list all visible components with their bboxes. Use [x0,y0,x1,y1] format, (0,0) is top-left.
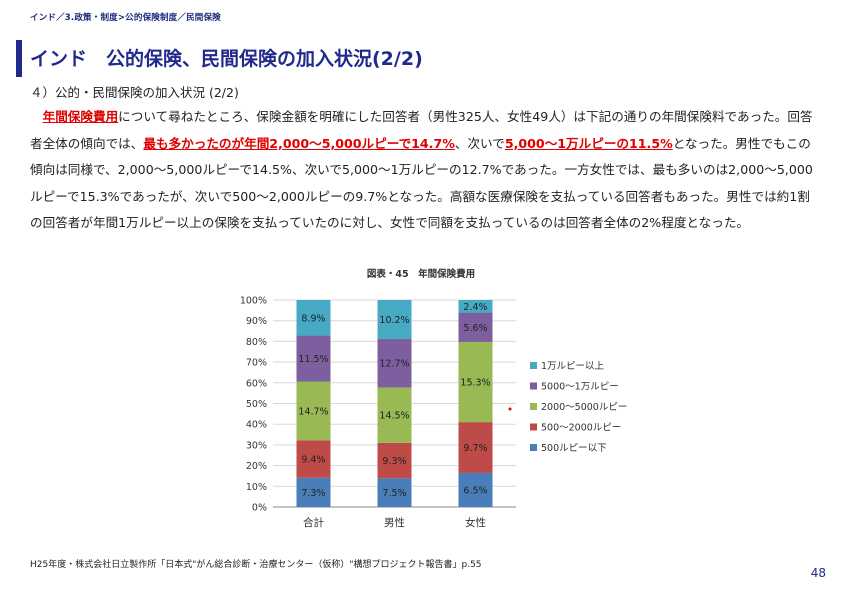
data-label: 9.3% [382,456,406,467]
para-indent [30,109,43,124]
legend-swatch [530,403,537,410]
chart-title: 図表・45 年間保険費用 [366,269,476,280]
y-tick-label: 90% [246,316,267,327]
legend-label: 2000～5000ルピー [541,402,627,413]
bar-segment [377,478,412,507]
bar-segment [458,300,493,313]
data-label: 12.7% [379,359,409,370]
x-category-label: 男性 [384,516,405,529]
y-tick-label: 60% [246,378,267,389]
legend-swatch [530,444,537,451]
y-tick-label: 10% [246,482,267,493]
data-label: 9.7% [463,443,487,454]
highlight-second-common: 5,000～1万ルピーの11.5% [504,135,673,151]
bar-segment [377,338,412,388]
legend-label: 1万ルピー以上 [541,361,605,372]
x-category-label: 女性 [465,516,486,529]
data-label: 10.2% [379,315,409,326]
legend-swatch [530,362,537,369]
data-label: 14.7% [298,406,328,417]
bar-segment [458,472,493,507]
bar-segment [377,300,412,339]
bar-segment [458,422,493,473]
data-label: 7.5% [382,488,406,499]
para-text-1: について尋ねたところ、保険金額を明確にした回答者（男性325人、女性49人）は下… [30,109,813,151]
data-label: 14.5% [379,411,409,422]
legend-label: 5000～1万ルピー [541,382,619,393]
title-accent-bar [16,40,22,77]
data-label: 7.3% [301,488,325,499]
para-text-3: となった。男性でもこの傾向は同様で、2,000～5,000ルピーで14.5%、次… [30,135,813,231]
stray-marker-dot [508,407,512,411]
bar-segment [296,477,331,507]
data-label: 11.5% [298,354,328,365]
legend-swatch [530,423,537,431]
bar-segment [296,335,331,382]
legend-label: 500～2000ルピー [541,423,621,434]
highlight-annual-premium: 年間保険費用 [42,109,119,124]
legend-swatch [530,382,537,390]
bar-segment [458,341,493,423]
bar-segment [458,312,493,342]
source-footnote: H25年度・株式会社日立製作所「日本式"がん総合診断・治療センター（仮称）"構想… [30,560,482,570]
bar-segment [296,300,331,336]
y-tick-label: 100% [240,296,267,307]
data-label: 6.5% [463,485,487,496]
y-tick-label: 40% [246,420,267,431]
bar-segment [296,440,331,478]
highlight-most-common: 最も多かったのが年間2,000～5,000ルピーで14.7% [143,135,455,151]
y-tick-label: 50% [246,399,267,410]
x-category-label: 合計 [303,516,324,529]
data-label: 2.4% [463,302,487,313]
data-label: 15.3% [460,378,490,389]
chart-container: 0% 10% 20% 30% 40% 50% 60% 70% 80% 90% 100% 7.3% 9.4… [233,288,641,536]
body-paragraph: 年間保険費用について尋ねたところ、保険金額を明確にした回答者（男性325人、女性… [30,104,820,237]
y-tick-label: 20% [246,461,267,472]
data-label: 9.4% [301,455,325,466]
bar-segment [296,381,331,441]
bar-segment [377,442,412,479]
y-tick-label: 30% [246,440,267,451]
legend-label: 500ルピー以下 [541,443,607,454]
bar-segment [377,387,412,443]
page-number: 48 [810,566,826,580]
y-tick-label: 80% [246,337,267,348]
y-tick-label: 0% [252,503,267,514]
data-label: 5.6% [463,323,487,334]
y-tick-label: 70% [246,358,267,369]
page-title: インド 公的保険、民間保険の加入状況(2/2) [30,48,423,70]
para-text-2: 、次いで [454,135,505,151]
data-label: 8.9% [301,313,325,324]
stacked-bar-chart: 0% 10% 20% 30% 40% 50% 60% 70% 80% 90% 100% 7.3% 9.4… [240,296,628,530]
section-subheading: ４）公的・民間保険の加入状況 (2/2) [30,85,239,100]
breadcrumb: インド／3.政策・制度>公的保険制度／民間保険 [30,13,221,23]
